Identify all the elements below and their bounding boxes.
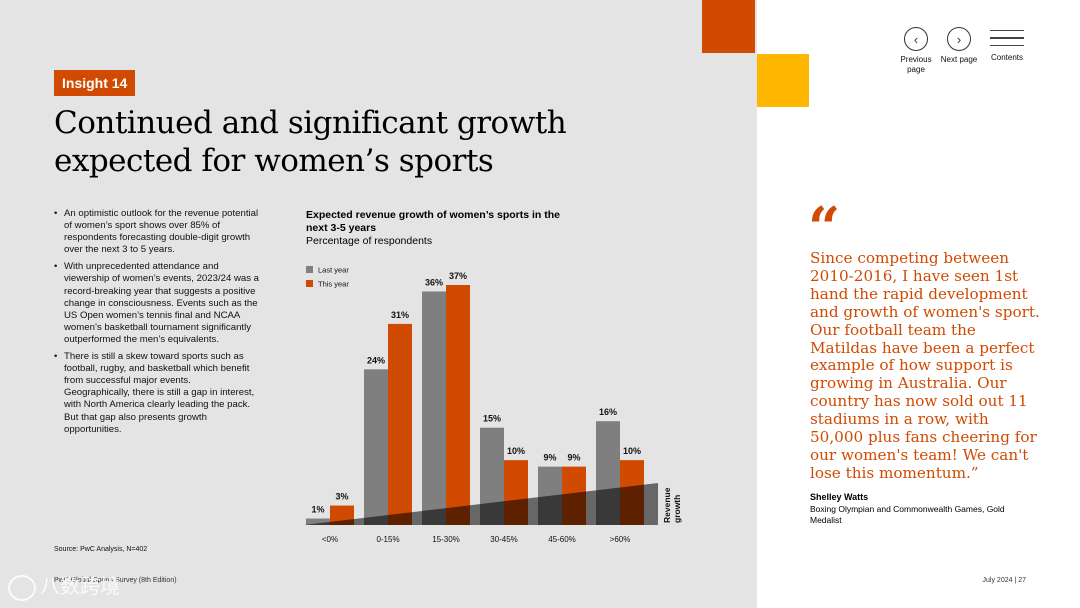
legend-label: This year — [318, 280, 349, 289]
quote-author-role: Boxing Olympian and Commonwealth Games, … — [810, 504, 1005, 525]
chart-title: Expected revenue growth of women’s sport… — [306, 209, 560, 234]
contents-button[interactable]: Contents — [986, 27, 1028, 63]
next-page-button[interactable]: › Next page — [940, 27, 978, 65]
contents-label: Contents — [990, 53, 1024, 62]
category-label: 15-30% — [432, 535, 460, 544]
growth-wedge — [304, 483, 658, 525]
data-label: 36% — [425, 277, 443, 287]
source-note: Source: PwC Analysis, N=402 — [54, 546, 148, 553]
watermark-logo-icon — [8, 574, 36, 601]
data-label: 3% — [335, 492, 348, 502]
watermark-text: 八数跨境 — [40, 574, 120, 598]
decorative-orange-square — [702, 0, 755, 53]
data-label: 9% — [543, 453, 556, 463]
bullet-item: There is still a skew toward sports such… — [54, 351, 259, 436]
chart-subtitle: Percentage of respondents — [306, 235, 433, 247]
chevron-left-icon: ‹ — [904, 27, 928, 51]
legend-swatch — [306, 266, 313, 273]
menu-icon — [990, 27, 1024, 49]
category-label: 0-15% — [376, 535, 399, 544]
category-label: 30-45% — [490, 535, 518, 544]
page-title: Continued and significant growth expecte… — [54, 105, 567, 179]
data-label: 31% — [391, 310, 409, 320]
category-label: >60% — [610, 535, 631, 544]
footer-page-info: July 2024 | 27 — [982, 577, 1026, 584]
previous-page-label: Previous page — [900, 55, 932, 74]
previous-page-button[interactable]: ‹ Previous page — [895, 27, 937, 75]
bullet-list: An optimistic outlook for the revenue po… — [54, 208, 259, 441]
footer-publication: PwC Global Sports Survey (8th Edition) — [54, 577, 177, 584]
insight-tag: Insight 14 — [54, 70, 136, 96]
bar — [388, 323, 412, 525]
data-label: 15% — [483, 414, 501, 424]
growth-axis-label-line: Revenue — [662, 487, 672, 523]
data-label: 16% — [599, 407, 617, 417]
bar — [422, 291, 446, 525]
growth-axis-label: Revenuegrowth — [662, 487, 682, 523]
bar — [364, 369, 388, 525]
quote-mark-icon: “ — [808, 195, 841, 261]
bullet-item: An optimistic outlook for the revenue po… — [54, 208, 259, 256]
data-label: 9% — [567, 453, 580, 463]
legend-swatch — [306, 280, 313, 287]
decorative-yellow-square — [757, 54, 809, 107]
category-label: 45-60% — [548, 535, 576, 544]
data-label: 1% — [311, 505, 324, 515]
quote-text: Since competing between 2010-2016, I hav… — [810, 249, 1040, 482]
bar-chart: Last year This year 1% 3% <0% 24% 31% 0-15% 36% 3… — [304, 266, 682, 544]
data-label: 37% — [449, 271, 467, 281]
next-page-label: Next page — [940, 55, 978, 64]
growth-axis-label-line: growth — [672, 495, 682, 523]
data-label: 10% — [623, 446, 641, 456]
bullet-item: With unprecedented attendance and viewer… — [54, 261, 259, 346]
legend-label: Last year — [318, 266, 349, 275]
category-label: <0% — [322, 535, 338, 544]
bar — [306, 518, 330, 525]
data-label: 24% — [367, 355, 385, 365]
watermark: 八数跨境 — [8, 570, 120, 601]
chevron-right-icon: › — [947, 27, 971, 51]
data-label: 10% — [507, 446, 525, 456]
bar — [446, 285, 470, 525]
quote-author: Shelley Watts — [810, 492, 869, 502]
